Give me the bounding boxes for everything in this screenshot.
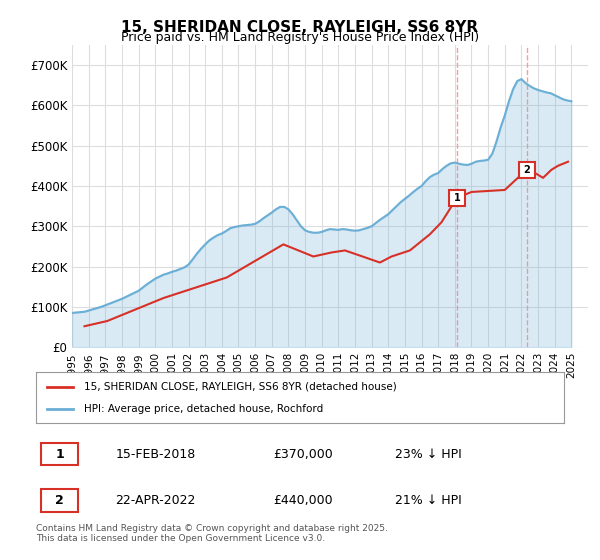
Text: Price paid vs. HM Land Registry's House Price Index (HPI): Price paid vs. HM Land Registry's House … [121,31,479,44]
Text: 15, SHERIDAN CLOSE, RAYLEIGH, SS6 8YR (detached house): 15, SHERIDAN CLOSE, RAYLEIGH, SS6 8YR (d… [83,381,396,391]
Text: 22-APR-2022: 22-APR-2022 [115,494,196,507]
Text: £370,000: £370,000 [274,448,334,461]
Text: 1: 1 [55,448,64,461]
Text: 2: 2 [523,165,530,175]
Text: 2: 2 [55,494,64,507]
Text: £440,000: £440,000 [274,494,333,507]
FancyBboxPatch shape [41,489,78,512]
Text: 1: 1 [454,193,460,203]
Text: 15, SHERIDAN CLOSE, RAYLEIGH, SS6 8YR: 15, SHERIDAN CLOSE, RAYLEIGH, SS6 8YR [121,20,479,35]
Text: 23% ↓ HPI: 23% ↓ HPI [395,448,462,461]
Text: HPI: Average price, detached house, Rochford: HPI: Average price, detached house, Roch… [83,404,323,414]
Text: 21% ↓ HPI: 21% ↓ HPI [395,494,462,507]
FancyBboxPatch shape [41,443,78,465]
Text: Contains HM Land Registry data © Crown copyright and database right 2025.
This d: Contains HM Land Registry data © Crown c… [36,524,388,543]
Text: 15-FEB-2018: 15-FEB-2018 [115,448,196,461]
